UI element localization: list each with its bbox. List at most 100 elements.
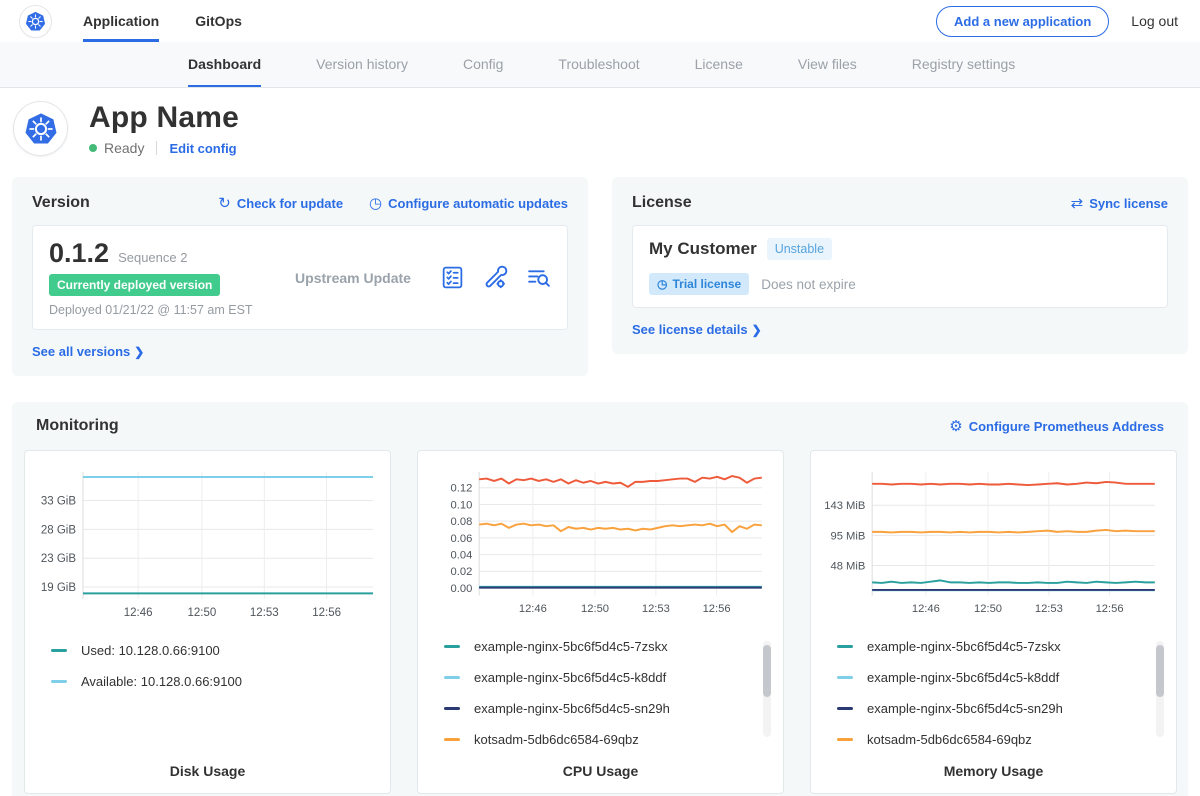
- check-for-update-link[interactable]: ↻ Check for update: [218, 196, 343, 211]
- app-header: App Name Ready Edit config: [0, 88, 1200, 169]
- license-detail-card: My Customer Unstable ◷ Trial license Doe…: [632, 225, 1168, 308]
- subtab-registry-settings[interactable]: Registry settings: [912, 42, 1015, 87]
- stopwatch-icon: ◷: [657, 277, 667, 291]
- subtab-view-files[interactable]: View files: [798, 42, 857, 87]
- cpu-usage-chart-card: 0.000.020.040.060.080.100.1212:4612:5012…: [417, 450, 784, 794]
- preflight-checks-icon[interactable]: [440, 265, 465, 290]
- svg-text:33 GiB: 33 GiB: [41, 496, 76, 508]
- app-sub-nav: Dashboard Version history Config Trouble…: [0, 42, 1200, 88]
- legend-label: example-nginx-5bc6f5d4c5-k8ddf: [867, 670, 1059, 685]
- svg-text:12:56: 12:56: [703, 603, 731, 615]
- view-diff-icon[interactable]: [526, 265, 551, 290]
- memory-usage-chart-card: 48 MiB95 MiB143 MiB12:4612:5012:5312:56 …: [810, 450, 1177, 794]
- logout-button[interactable]: Log out: [1131, 13, 1178, 29]
- legend-item: example-nginx-5bc6f5d4c5-sn29h: [444, 701, 771, 716]
- memory-usage-chart: 48 MiB95 MiB143 MiB12:4612:5012:5312:56: [823, 465, 1164, 619]
- see-all-versions-link[interactable]: See all versions: [32, 344, 130, 359]
- clock-icon: ◷: [369, 196, 382, 211]
- deployed-badge: Currently deployed version: [49, 274, 220, 296]
- status-dot: [89, 144, 97, 152]
- subtab-license[interactable]: License: [695, 42, 743, 87]
- disk-usage-chart: 19 GiB23 GiB28 GiB33 GiB12:4612:5012:531…: [37, 465, 378, 623]
- legend-label: example-nginx-5bc6f5d4c5-sn29h: [474, 701, 670, 716]
- version-card: Version ↻ Check for update ◷ Configure a…: [12, 177, 588, 376]
- refresh-icon: ↻: [218, 196, 231, 211]
- legend-scrollbar-thumb[interactable]: [1156, 645, 1164, 697]
- legend-color-dash: [444, 645, 460, 648]
- current-version-card: 0.1.2 Sequence 2 Currently deployed vers…: [32, 225, 568, 330]
- chevron-right-icon: ❯: [134, 345, 144, 359]
- monitoring-title: Monitoring: [36, 417, 119, 435]
- svg-text:0.02: 0.02: [451, 566, 473, 578]
- add-application-button[interactable]: Add a new application: [936, 6, 1109, 37]
- legend-label: kotsadm-5db6dc6584-69qbz: [867, 732, 1032, 747]
- edit-config-link[interactable]: Edit config: [169, 141, 236, 156]
- legend-label: example-nginx-5bc6f5d4c5-7zskx: [867, 639, 1061, 654]
- chevron-right-icon: ❯: [752, 323, 762, 337]
- legend-scrollbar-thumb[interactable]: [763, 645, 771, 697]
- legend-color-dash: [444, 738, 460, 741]
- sync-license-link[interactable]: ⇄ Sync license: [1071, 196, 1168, 211]
- svg-text:12:53: 12:53: [642, 603, 670, 615]
- memory-usage-legend: example-nginx-5bc6f5d4c5-7zskx example-ng…: [823, 639, 1164, 763]
- legend-item: Used: 10.128.0.66:9100: [51, 643, 378, 658]
- svg-text:12:53: 12:53: [1035, 603, 1063, 615]
- legend-color-dash: [51, 680, 67, 683]
- chart-title: Disk Usage: [37, 763, 378, 779]
- see-license-details-link[interactable]: See license details: [632, 322, 748, 337]
- gear-icon: ⚙: [949, 419, 962, 434]
- license-type-badge: ◷ Trial license: [649, 273, 749, 295]
- legend-color-dash: [837, 676, 853, 679]
- legend-scrollbar-track[interactable]: [763, 641, 771, 737]
- subtab-troubleshoot[interactable]: Troubleshoot: [558, 42, 639, 87]
- version-number: 0.1.2: [49, 238, 109, 269]
- svg-text:0.12: 0.12: [451, 483, 473, 495]
- legend-item: example-nginx-5bc6f5d4c5-7zskx: [444, 639, 771, 654]
- configure-prometheus-link[interactable]: ⚙ Configure Prometheus Address: [949, 419, 1164, 434]
- license-expiry: Does not expire: [761, 277, 856, 292]
- monitoring-section: Monitoring ⚙ Configure Prometheus Addres…: [12, 402, 1188, 796]
- svg-text:95 MiB: 95 MiB: [831, 530, 866, 542]
- legend-scrollbar-track[interactable]: [1156, 641, 1164, 737]
- deployed-timestamp: Deployed 01/21/22 @ 11:57 am EST: [49, 303, 274, 317]
- svg-text:0.10: 0.10: [451, 499, 473, 511]
- legend-label: kotsadm-5db6dc6584-69qbz: [474, 732, 639, 747]
- svg-text:0.08: 0.08: [451, 516, 473, 528]
- legend-item: example-nginx-5bc6f5d4c5-k8ddf: [837, 670, 1164, 685]
- disk-usage-legend: Used: 10.128.0.66:9100 Available: 10.128.…: [37, 643, 378, 705]
- legend-color-dash: [51, 649, 67, 652]
- tab-application[interactable]: Application: [83, 0, 159, 42]
- svg-text:12:50: 12:50: [974, 603, 1002, 615]
- legend-item: Available: 10.128.0.66:9100: [51, 674, 378, 689]
- legend-color-dash: [837, 645, 853, 648]
- subtab-version-history[interactable]: Version history: [316, 42, 408, 87]
- legend-item: example-nginx-5bc6f5d4c5-k8ddf: [444, 670, 771, 685]
- sync-icon: ⇄: [1071, 196, 1084, 211]
- status-text: Ready: [104, 140, 144, 156]
- license-card: License ⇄ Sync license My Customer Unsta…: [612, 177, 1188, 354]
- subtab-dashboard[interactable]: Dashboard: [188, 42, 261, 87]
- svg-text:12:46: 12:46: [519, 603, 547, 615]
- legend-item: kotsadm-5db6dc6584-69qbz: [837, 732, 1164, 747]
- svg-text:48 MiB: 48 MiB: [831, 560, 866, 572]
- svg-text:12:50: 12:50: [581, 603, 609, 615]
- page-title: App Name: [89, 101, 239, 135]
- chart-title: CPU Usage: [430, 763, 771, 779]
- customer-name: My Customer: [649, 239, 757, 259]
- configure-automatic-updates-link[interactable]: ◷ Configure automatic updates: [369, 196, 568, 211]
- legend-color-dash: [837, 738, 853, 741]
- config-wrench-icon[interactable]: [483, 265, 508, 290]
- svg-text:0.00: 0.00: [451, 583, 473, 595]
- svg-text:12:46: 12:46: [912, 603, 940, 615]
- svg-text:12:53: 12:53: [250, 607, 279, 619]
- app-avatar-kubernetes-icon: [14, 102, 67, 155]
- legend-label: example-nginx-5bc6f5d4c5-7zskx: [474, 639, 668, 654]
- disk-usage-chart-card: 19 GiB23 GiB28 GiB33 GiB12:4612:5012:531…: [24, 450, 391, 794]
- legend-label: example-nginx-5bc6f5d4c5-k8ddf: [474, 670, 666, 685]
- top-nav-tabs: Application GitOps: [83, 0, 242, 42]
- top-nav-right: Add a new application Log out: [936, 0, 1200, 42]
- subtab-config[interactable]: Config: [463, 42, 503, 87]
- svg-text:19 GiB: 19 GiB: [41, 582, 76, 594]
- tab-gitops[interactable]: GitOps: [195, 0, 242, 42]
- svg-text:0.04: 0.04: [451, 550, 473, 562]
